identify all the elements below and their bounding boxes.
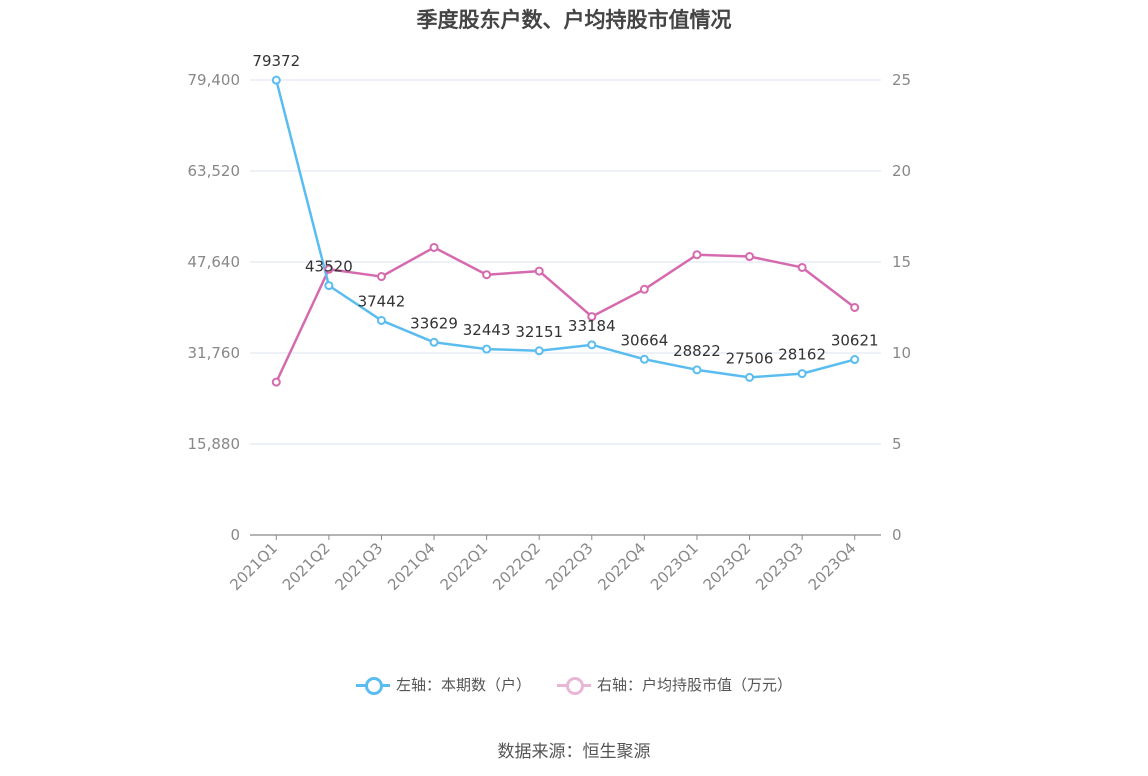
legend-right-line-icon [557,675,591,695]
x-axis-tick-label: 2023Q1 [647,539,702,594]
data-point-right [324,264,334,274]
data-label-left: 30621 [831,332,879,350]
data-point-left [271,75,281,85]
data-label-left: 32151 [515,323,563,341]
right-axis-tick-label: 15 [892,253,911,271]
data-point-right [271,377,281,387]
data-label-left: 43520 [305,258,353,276]
left-axis-tick-label: 15,880 [188,435,241,453]
data-point-left [324,281,334,291]
chart-plot: 015,88031,76047,64063,52079,400051015202… [188,52,912,594]
series-line-left [275,79,856,379]
data-label-left: 33184 [568,317,616,335]
data-label-left: 27506 [726,349,774,367]
x-axis-tick-label: 2023Q3 [752,539,807,594]
data-point-left [587,340,597,350]
data-point-left [797,369,807,379]
data-label-left: 28822 [673,342,721,360]
legend-left-line-icon [355,675,390,695]
data-point-left [482,344,492,354]
legend-right-label: 右轴：户均持股市值（万元） [597,676,793,694]
x-axis-tick-label: 2022Q4 [594,539,649,594]
data-point-right [797,262,807,272]
right-axis-tick-label: 25 [892,71,911,89]
data-point-right [587,312,597,322]
data-point-right [376,272,386,282]
data-source: 数据来源：恒生聚源 [497,742,651,762]
right-axis-tick-label: 20 [892,162,911,180]
x-axis-tick-label: 2023Q4 [805,539,860,594]
x-axis-tick-label: 2021Q3 [331,539,386,594]
data-point-left [639,354,649,364]
data-point-right [482,270,492,280]
data-label-left: 30664 [621,331,669,349]
data-point-left [429,337,439,347]
x-axis-tick-label: 2023Q2 [700,539,755,594]
left-axis-tick-label: 31,760 [188,344,241,362]
data-point-right [850,303,860,312]
chart-title: 季度股东户数、户均持股市值情况 [416,8,732,32]
x-axis-tick-label: 2021Q1 [226,539,281,594]
data-point-left [692,365,702,375]
x-axis-tick-label: 2022Q2 [489,539,544,594]
data-label-left: 32443 [463,321,511,339]
data-label-left: 37442 [358,292,406,310]
legend-item-right[interactable]: 右轴：户均持股市值（万元） [557,674,792,695]
right-axis-tick-label: 10 [892,344,911,362]
data-point-right [692,250,702,260]
right-axis-tick-label: 0 [892,526,902,544]
data-point-right [745,252,755,262]
data-point-right [429,242,439,252]
legend-item-left[interactable]: 左轴：本期数（户） [355,674,531,695]
data-point-left [376,315,386,325]
left-axis-tick-label: 63,520 [188,162,241,180]
x-axis-tick-label: 2021Q4 [384,539,439,594]
series-line-right [275,246,856,383]
legend-left-label: 左轴：本期数（户） [395,676,531,694]
left-axis-tick-label: 79,400 [188,71,241,89]
data-label-left: 33629 [410,314,458,332]
left-axis-tick-label: 47,640 [188,253,241,271]
data-point-right [639,284,649,294]
data-label-left: 28162 [778,346,826,364]
x-axis-tick-label: 2022Q1 [437,539,492,594]
data-point-left [534,346,544,356]
left-axis-tick-label: 0 [230,526,240,544]
data-point-left [745,372,755,382]
x-axis-tick-label: 2022Q3 [542,539,597,594]
x-axis-tick-label: 2021Q2 [279,539,334,594]
data-point-right [534,266,544,276]
right-axis-tick-label: 5 [892,435,902,453]
data-label-left: 79372 [252,52,300,70]
data-point-left [850,355,860,365]
chart-legend: 左轴：本期数（户） 右轴：户均持股市值（万元） [0,674,1148,695]
